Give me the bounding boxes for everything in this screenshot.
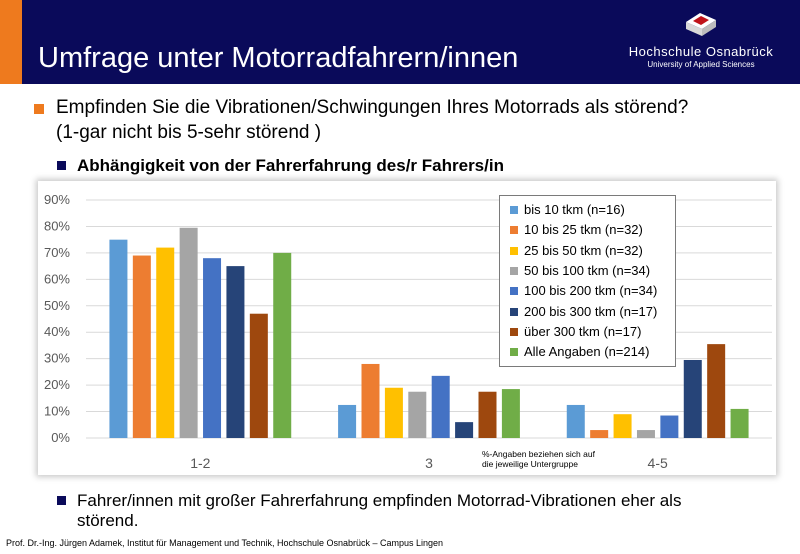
- slide-header: [0, 0, 800, 84]
- legend-label: bis 10 tkm (n=16): [524, 202, 625, 217]
- question-line-2: (1-gar nicht bis 5-sehr störend ): [56, 122, 322, 143]
- footer-text: Prof. Dr.-Ing. Jürgen Adamek, Institut f…: [6, 538, 444, 548]
- sub-bullet-text: Abhängigkeit von der Fahrerfahrung des/r…: [77, 156, 504, 175]
- y-tick-label: 40%: [44, 324, 70, 339]
- square-bullet-icon: [57, 161, 66, 170]
- bar: [384, 387, 403, 438]
- y-tick-label: 0%: [51, 430, 70, 445]
- x-tick-label: 3: [425, 455, 433, 471]
- x-tick-label: 4-5: [648, 455, 668, 471]
- university-logo: Hochschule Osnabrück University of Appli…: [606, 10, 796, 76]
- chart-legend: bis 10 tkm (n=16) 10 bis 25 tkm (n=32) 25 …: [499, 195, 676, 367]
- bar: [179, 227, 198, 438]
- bar: [273, 252, 292, 438]
- bar: [156, 247, 175, 438]
- chart-note: %-Angaben beziehen sich auf die jeweilig…: [482, 449, 595, 469]
- bar: [226, 266, 245, 438]
- legend-swatch: [510, 348, 518, 357]
- y-tick-label: 30%: [44, 351, 70, 366]
- bar: [707, 344, 726, 438]
- bar: [566, 404, 585, 438]
- legend-swatch: [510, 246, 518, 255]
- y-tick-label: 80%: [44, 218, 70, 233]
- legend-swatch: [510, 327, 518, 336]
- bar: [478, 391, 497, 438]
- bar: [455, 422, 474, 438]
- legend-label: 10 bis 25 tkm (n=32): [524, 222, 643, 238]
- bar: [203, 258, 222, 438]
- legend-label: 50 bis 100 tkm (n=34): [524, 262, 651, 278]
- bar: [660, 415, 679, 438]
- bar: [408, 391, 427, 438]
- bar: [636, 430, 655, 438]
- y-tick-label: 10%: [44, 404, 70, 419]
- y-tick-label: 20%: [44, 377, 70, 392]
- header-accent-bar: [0, 0, 22, 84]
- x-tick-label: 1-2: [190, 455, 210, 471]
- bar: [431, 375, 450, 438]
- legend-swatch: [510, 266, 518, 275]
- bar: [730, 408, 749, 438]
- y-tick-label: 90%: [44, 192, 70, 207]
- logo-name: Hochschule Osnabrück: [628, 44, 774, 59]
- bar: [590, 430, 609, 438]
- legend-swatch: [510, 206, 518, 214]
- conclusion-line-1: Fahrer/innen mit großer Fahrerfahrung em…: [77, 491, 682, 510]
- chart-note-line-1: %-Angaben beziehen sich auf: [482, 449, 595, 459]
- bar: [109, 239, 128, 438]
- orange-bullet-icon: [34, 104, 44, 114]
- legend-label: Alle Angaben (n=214): [524, 344, 650, 360]
- legend-label: 100 bis 200 tkm (n=34): [524, 283, 658, 299]
- bar: [361, 363, 380, 438]
- bar: [249, 313, 268, 438]
- legend-swatch: [510, 307, 518, 316]
- square-bullet-icon: [57, 496, 66, 505]
- conclusion-line-2: störend.: [77, 511, 139, 530]
- logo-emblem-icon: [686, 13, 716, 36]
- bar: [683, 359, 702, 438]
- chart-note-line-2: die jeweilige Untergruppe: [482, 459, 578, 469]
- y-tick-label: 50%: [44, 298, 70, 313]
- legend-label: über 300 tkm (n=17): [524, 323, 642, 339]
- bar: [132, 255, 151, 438]
- legend-swatch: [510, 226, 518, 235]
- bar: [613, 414, 632, 438]
- legend-swatch: [510, 287, 518, 296]
- question-line-1: Empfinden Sie die Vibrationen/Schwingung…: [56, 97, 689, 118]
- bar: [338, 404, 357, 438]
- slide-title: Umfrage unter Motorradfahrern/innen: [38, 42, 519, 74]
- y-tick-label: 60%: [44, 271, 70, 286]
- legend-label: 200 bis 300 tkm (n=17): [524, 303, 658, 319]
- logo-subtitle: University of Applied Sciences: [647, 60, 755, 69]
- legend-label: 25 bis 50 tkm (n=32): [524, 242, 643, 258]
- bar: [501, 389, 520, 438]
- y-tick-label: 70%: [44, 245, 70, 260]
